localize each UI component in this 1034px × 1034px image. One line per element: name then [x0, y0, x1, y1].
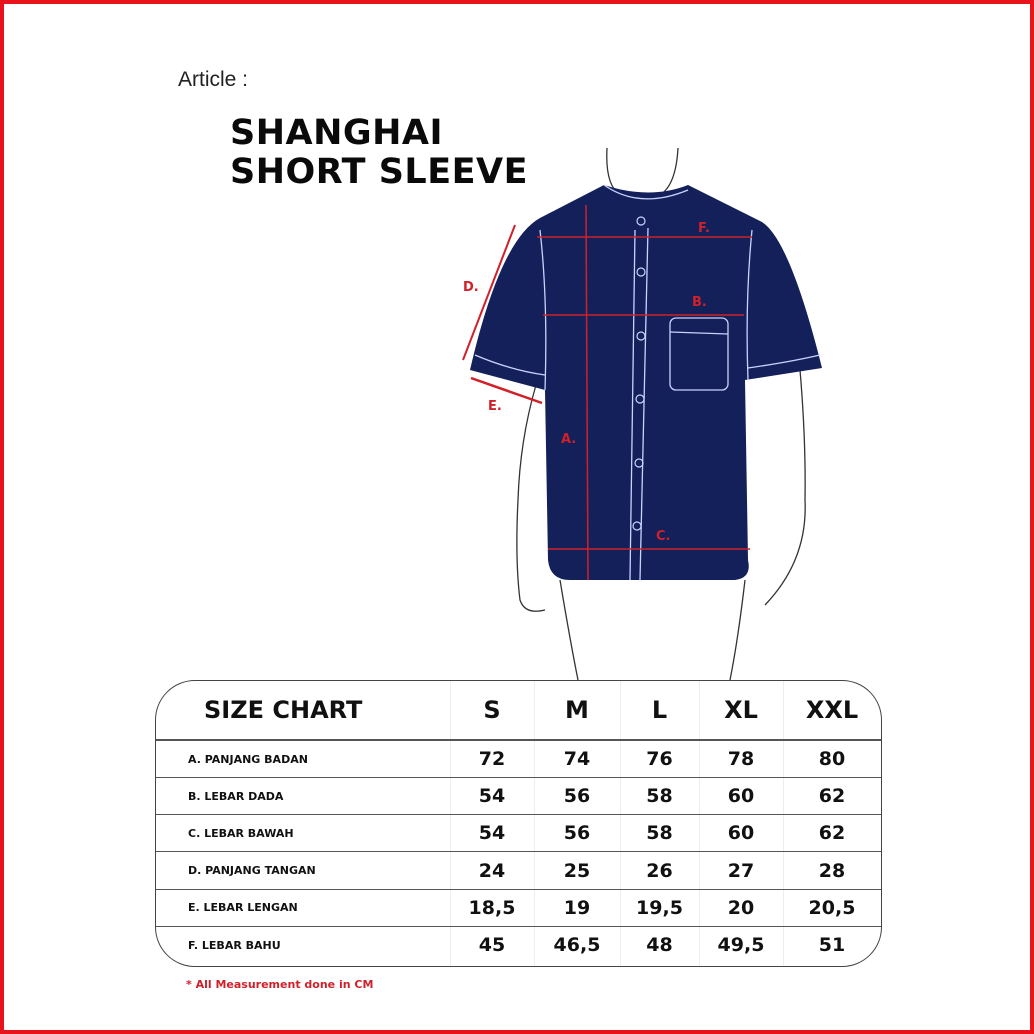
table-row: B. LEBAR DADA 54 56 58 60 62 [156, 778, 881, 816]
size-header: L [651, 696, 668, 724]
measurement-value: 56 [563, 822, 591, 845]
measurement-value: 60 [727, 785, 755, 808]
label-c: C. [656, 529, 670, 544]
measurement-value: 46,5 [553, 934, 601, 956]
size-chart-title: SIZE CHART [204, 696, 363, 724]
shirt [470, 184, 822, 581]
size-header: XXL [805, 696, 859, 724]
size-header: S [483, 696, 501, 724]
measurement-label: A. PANJANG BADAN [188, 752, 308, 766]
measurement-value: 49,5 [717, 934, 765, 956]
product-title: SHANGHAI SHORT SLEEVE [230, 114, 528, 192]
measurement-value: 18,5 [468, 896, 516, 919]
measurement-label: F. LEBAR BAHU [188, 938, 281, 952]
table-row: C. LEBAR BAWAH 54 56 58 60 62 [156, 815, 881, 853]
model-outline [516, 147, 806, 681]
measurement-value: 62 [818, 822, 846, 845]
measurement-value: 20,5 [808, 896, 856, 919]
size-header: XL [724, 696, 758, 724]
buttons [632, 216, 646, 531]
table-row: A. PANJANG BADAN 72 74 76 78 80 [156, 741, 881, 778]
measurement-value: 45 [478, 934, 506, 956]
measurement-value: 24 [478, 859, 506, 882]
label-e: E. [488, 399, 502, 414]
table-header: SIZE CHART S M L XL XXL [156, 681, 881, 741]
label-b: B. [692, 295, 707, 310]
measurement-value: 51 [818, 934, 846, 956]
measurement-label: E. LEBAR LENGAN [188, 901, 298, 915]
column-divider [620, 681, 621, 966]
product-title-line2: SHORT SLEEVE [230, 152, 529, 192]
article-label: Article : [178, 68, 249, 91]
measurement-value: 74 [563, 748, 591, 770]
measurement-value: 54 [478, 822, 506, 845]
measurement-value: 54 [478, 785, 506, 808]
size-header: M [565, 696, 589, 724]
measurement-value: 58 [646, 822, 673, 845]
product-title-line1: SHANGHAI [230, 113, 444, 153]
measurement-value: 25 [563, 859, 591, 882]
column-divider [534, 681, 535, 966]
measurement-value: 60 [727, 822, 755, 845]
measurement-value: 20 [727, 896, 755, 919]
measurement-value: 27 [727, 859, 755, 882]
size-chart-table: SIZE CHART S M L XL XXL A. PANJANG BADAN… [155, 680, 882, 967]
measurement-value: 58 [646, 785, 673, 808]
measurement-value: 76 [646, 748, 673, 770]
label-a: A. [561, 432, 576, 447]
table-row: F. LEBAR BAHU 45 46,5 48 49,5 51 [156, 927, 881, 963]
measurement-value: 26 [646, 859, 673, 882]
measurement-value: 78 [727, 748, 755, 770]
measurement-label: D. PANJANG TANGAN [188, 864, 316, 878]
measurement-lines [462, 204, 752, 581]
measurement-value: 80 [818, 748, 846, 770]
column-divider [450, 681, 451, 966]
measurement-label: C. LEBAR BAWAH [188, 826, 294, 840]
measurement-value: 62 [818, 785, 846, 808]
table-row: D. PANJANG TANGAN 24 25 26 27 28 [156, 853, 881, 890]
measurement-value: 48 [646, 934, 673, 956]
measurement-value: 19 [563, 896, 591, 919]
column-divider [699, 681, 700, 966]
measurement-value: 56 [563, 785, 591, 808]
label-f: F. [698, 221, 710, 236]
measurement-value: 72 [478, 748, 506, 770]
measurement-note: * All Measurement done in CM [186, 978, 374, 991]
column-divider [783, 681, 784, 966]
measurement-value: 19,5 [636, 896, 683, 919]
measurement-value: 28 [818, 859, 846, 882]
measurement-label: B. LEBAR DADA [188, 789, 284, 803]
table-row: E. LEBAR LENGAN 18,5 19 19,5 20 20,5 [156, 890, 881, 927]
label-d: D. [463, 280, 479, 295]
